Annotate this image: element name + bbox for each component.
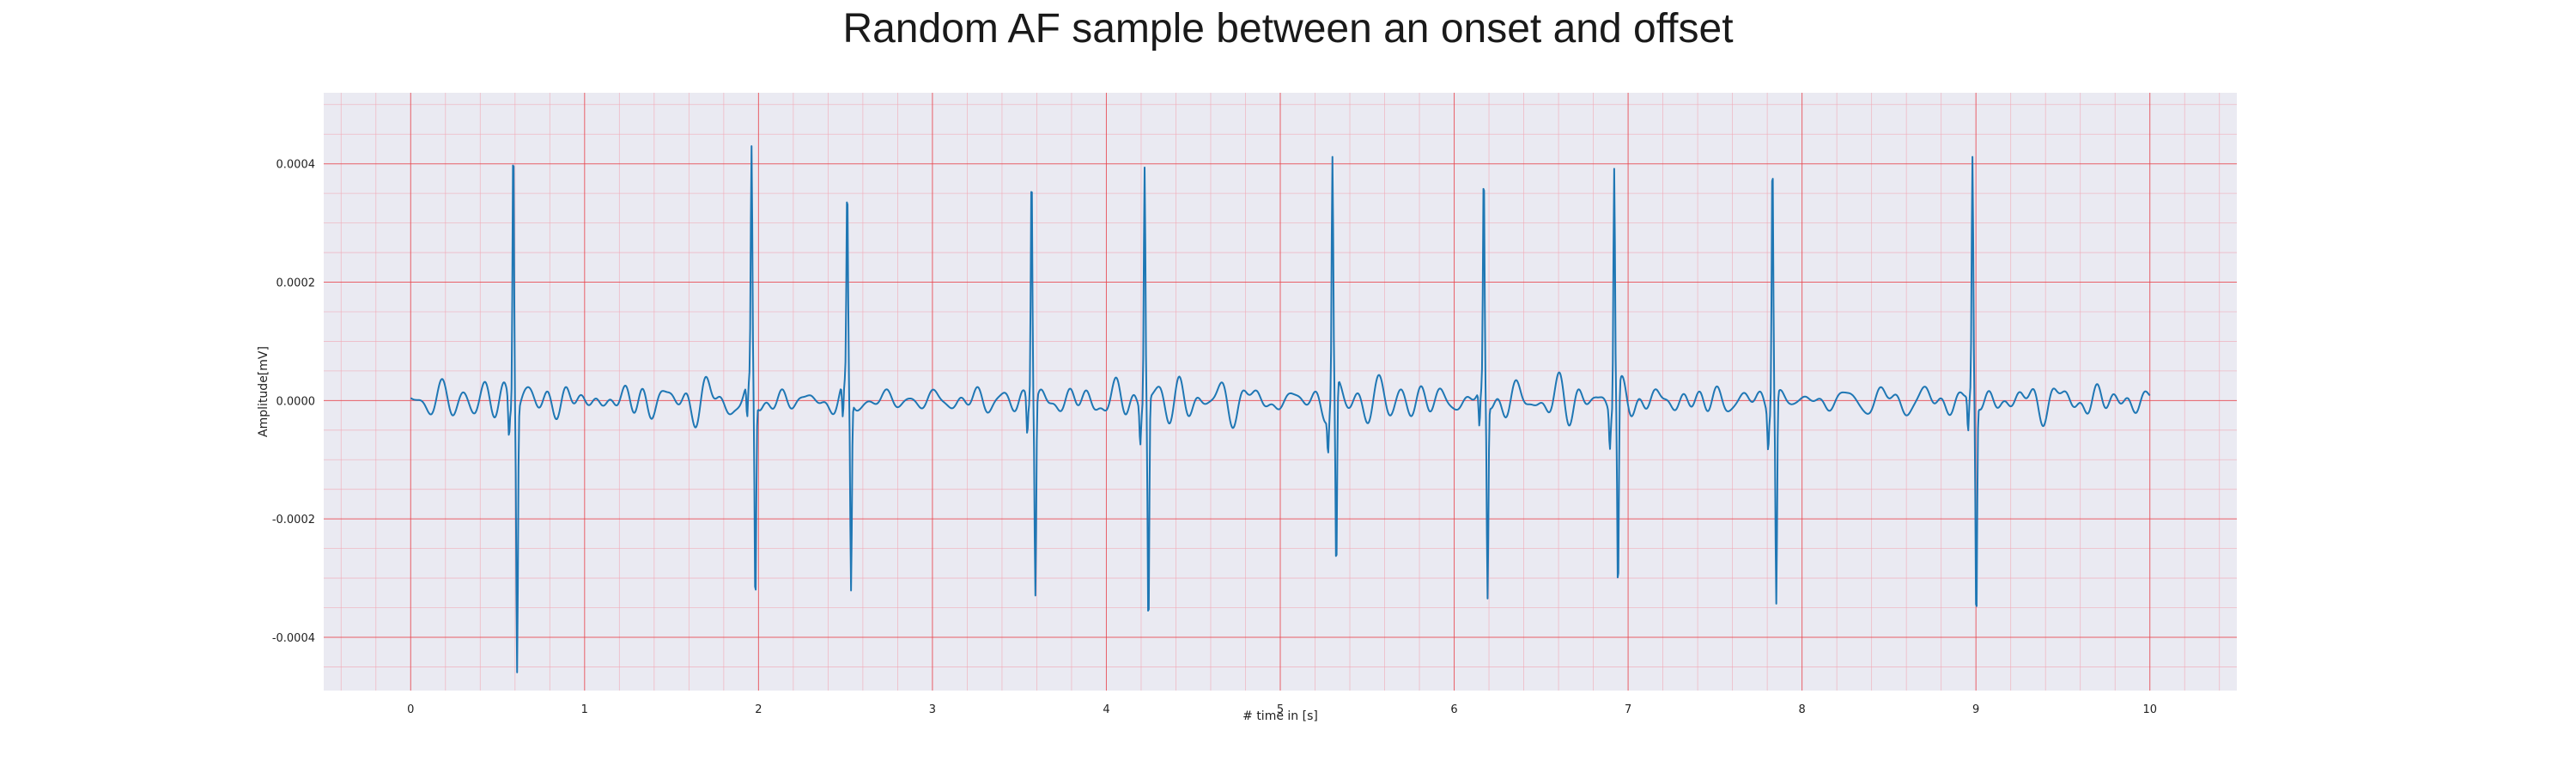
x-tick-label: 1 — [581, 703, 588, 716]
y-tick-label: -0.0002 — [272, 514, 315, 526]
chart-title: Random AF sample between an onset and of… — [842, 6, 1734, 52]
y-axis-label: Amplitude[mV] — [257, 346, 270, 437]
signal-series — [410, 145, 2151, 673]
x-axis-label: # time in [s] — [1242, 709, 1318, 723]
y-tick-label: -0.0004 — [272, 632, 315, 645]
y-axis-ticks: -0.0004 -0.0002 0.0000 0.0002 0.0004 — [272, 159, 315, 645]
x-tick-label: 8 — [1798, 703, 1805, 716]
x-tick-label: 2 — [755, 703, 762, 716]
y-tick-label: 0.0004 — [276, 159, 316, 172]
x-tick-label: 6 — [1450, 703, 1457, 716]
y-tick-label: 0.0000 — [276, 395, 316, 408]
major-grid — [324, 93, 2237, 691]
x-tick-label: 3 — [929, 703, 936, 716]
x-tick-label: 4 — [1103, 703, 1109, 716]
x-tick-label: 0 — [407, 703, 414, 716]
x-tick-label: 9 — [1972, 703, 1979, 716]
x-tick-label: 7 — [1625, 703, 1631, 716]
y-tick-label: 0.0002 — [276, 277, 316, 290]
signal-line — [410, 145, 2151, 673]
x-axis-ticks: 0 1 2 3 4 5 6 7 8 9 10 — [407, 703, 2157, 716]
x-tick-label: 5 — [1277, 703, 1284, 716]
x-tick-label: 10 — [2142, 703, 2157, 716]
